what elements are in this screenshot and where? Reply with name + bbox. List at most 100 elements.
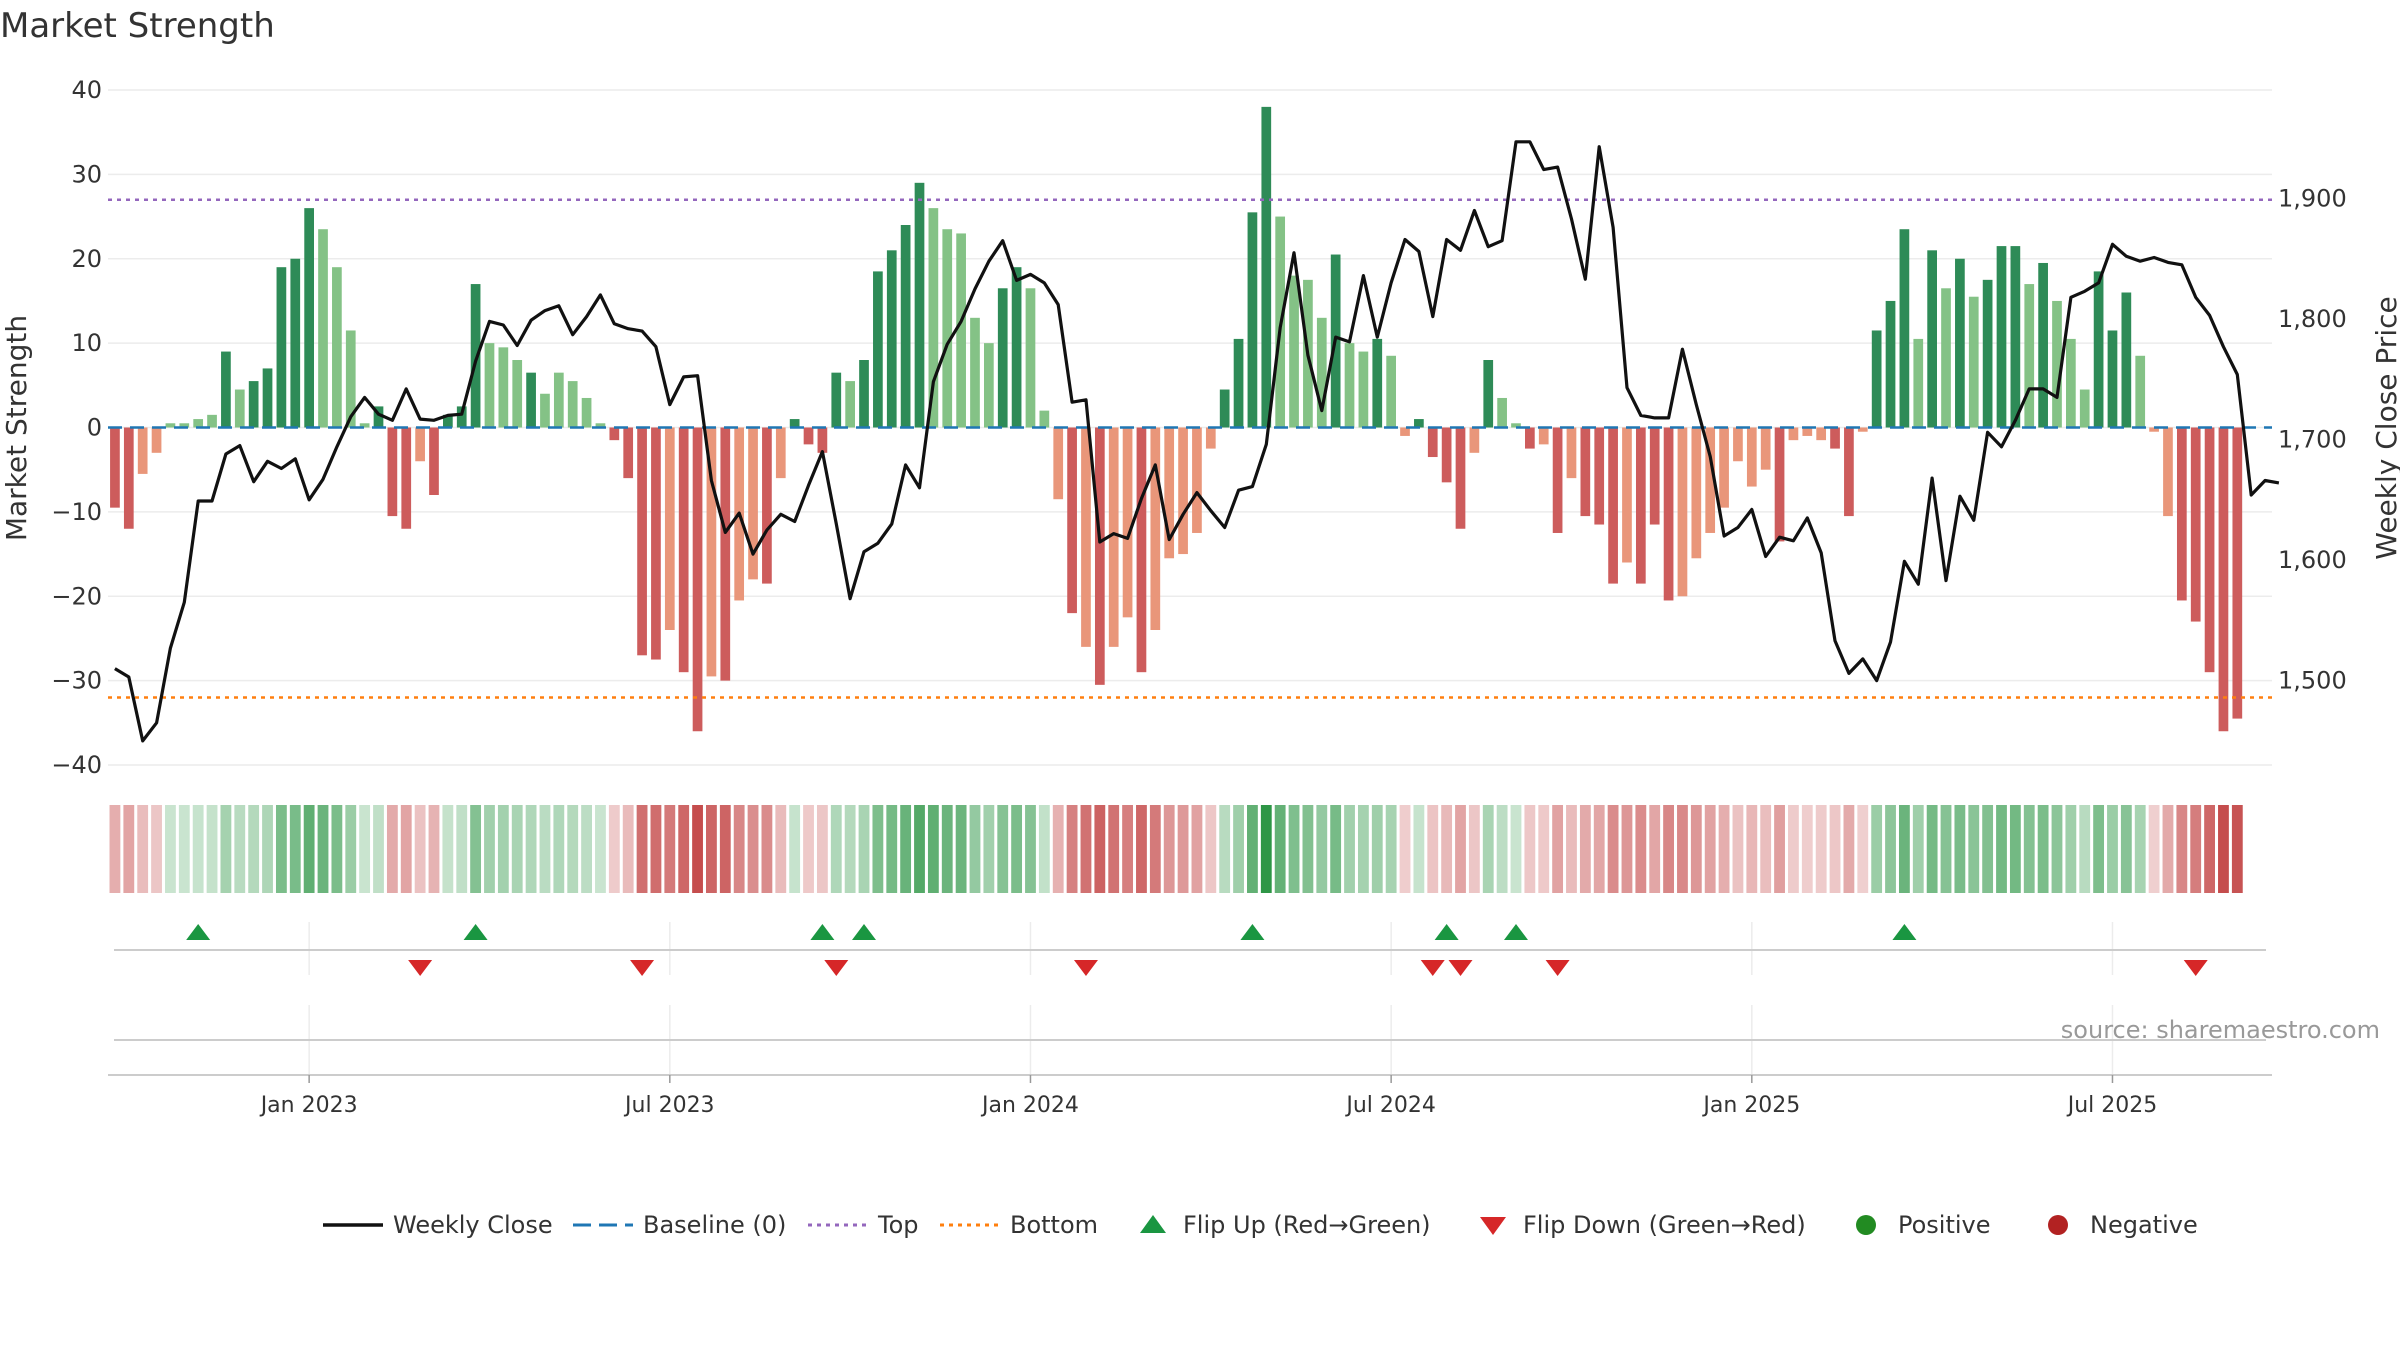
strength-bar [526, 372, 536, 428]
heat-cell [1247, 805, 1258, 893]
strength-bar [415, 427, 425, 462]
heat-cell [1011, 805, 1023, 893]
strength-bar [498, 347, 509, 428]
heat-cell [1427, 805, 1439, 893]
strength-bar [637, 427, 647, 656]
strength-bar [914, 182, 925, 428]
strength-bar [1705, 427, 1716, 533]
strength-bar [2163, 427, 2173, 517]
strength-bar [2079, 389, 2090, 428]
heat-cell [192, 805, 204, 893]
flip-down-marker [1420, 960, 1445, 976]
strength-bar [567, 381, 578, 428]
heat-cell [789, 805, 801, 893]
strength-bar [1857, 427, 1868, 432]
heat-cell [1690, 805, 1702, 893]
legend-item: Bottom [940, 1211, 1098, 1239]
strength-bar [2052, 300, 2062, 428]
strength-bar [1233, 338, 1244, 428]
heat-cell [1149, 805, 1161, 893]
heat-cell [1829, 805, 1841, 893]
strength-bar [110, 427, 120, 508]
strength-bar [928, 208, 939, 428]
heat-cell [900, 805, 912, 893]
strength-bar [276, 267, 287, 428]
strength-bar [2107, 330, 2118, 428]
heat-cell [927, 805, 939, 893]
flip-down-marker [1545, 960, 1570, 976]
strength-bar [775, 427, 786, 479]
heat-strip [109, 805, 2243, 893]
legend-item: Weekly Close [323, 1211, 553, 1239]
strength-bar [1386, 355, 1396, 428]
heat-cell [914, 805, 925, 893]
heat-cell [1607, 805, 1619, 893]
strength-bar [345, 330, 356, 428]
heat-cell [1122, 805, 1133, 893]
heat-cell [359, 805, 371, 893]
y-tick-label: 30 [71, 160, 102, 188]
heat-cell [886, 805, 898, 893]
strength-bar [1289, 275, 1299, 428]
flip-down-marker [2183, 960, 2208, 976]
strength-bar [1164, 427, 1175, 559]
heat-cell [1482, 805, 1494, 893]
y2-tick-label: 1,500 [2278, 667, 2347, 695]
heat-cell [497, 805, 509, 893]
strength-bar [581, 397, 592, 428]
heat-cell [2023, 805, 2035, 893]
heat-cell [1621, 805, 1633, 893]
flip-down-marker [408, 960, 433, 976]
heat-cell [2065, 805, 2077, 893]
strength-bar [456, 406, 467, 428]
heat-cell [816, 805, 828, 893]
heat-cell [1080, 805, 1092, 893]
strength-bar [1372, 338, 1383, 428]
heat-cell [872, 805, 884, 893]
strength-bar [803, 427, 814, 445]
strength-bar [1913, 338, 1924, 428]
y-tick-label: −30 [51, 667, 102, 695]
heat-cell [289, 805, 301, 893]
legend-label: Flip Down (Green→Red) [1523, 1211, 1806, 1239]
strength-bar [2176, 427, 2187, 601]
heat-cell [608, 805, 620, 893]
flip-down-marker [630, 960, 655, 976]
heat-cell [442, 805, 454, 893]
strength-bar [873, 271, 883, 428]
heat-cell [1996, 805, 2007, 893]
weekly-close-line [114, 140, 2280, 743]
x-tick-label: Jul 2025 [2066, 1093, 2158, 1118]
heat-cell [733, 805, 745, 893]
heat-cell [1552, 805, 1564, 893]
y-tick-label: 20 [71, 245, 102, 273]
heat-cell [941, 805, 953, 893]
strength-bar [1996, 246, 2007, 428]
legend-item: Negative [2048, 1211, 2198, 1239]
strength-bar [678, 427, 689, 673]
strength-bar [2093, 271, 2104, 428]
heat-cell [1649, 805, 1661, 893]
strength-bar [997, 288, 1008, 428]
strength-bar [1885, 300, 1896, 428]
heat-cell [1704, 805, 1716, 893]
strength-bar [942, 229, 953, 428]
legend-item: Flip Up (Red→Green) [1140, 1211, 1431, 1239]
heat-cell [1094, 805, 1106, 893]
strength-bar [1247, 212, 1258, 428]
strength-bar [2204, 427, 2215, 673]
strength-bar [1968, 296, 1979, 428]
heat-cell [1635, 805, 1647, 893]
heat-cell [1677, 805, 1688, 893]
strength-bar [1192, 427, 1202, 533]
strength-bar [1719, 427, 1729, 508]
strength-bar [2066, 338, 2076, 428]
heat-cell [1898, 805, 1910, 893]
strength-bar [2218, 427, 2229, 732]
heat-cell [1510, 805, 1522, 893]
strength-bar [2121, 292, 2132, 428]
heat-cell [400, 805, 412, 893]
strength-bar [1511, 423, 1521, 428]
strength-bar [248, 381, 259, 428]
